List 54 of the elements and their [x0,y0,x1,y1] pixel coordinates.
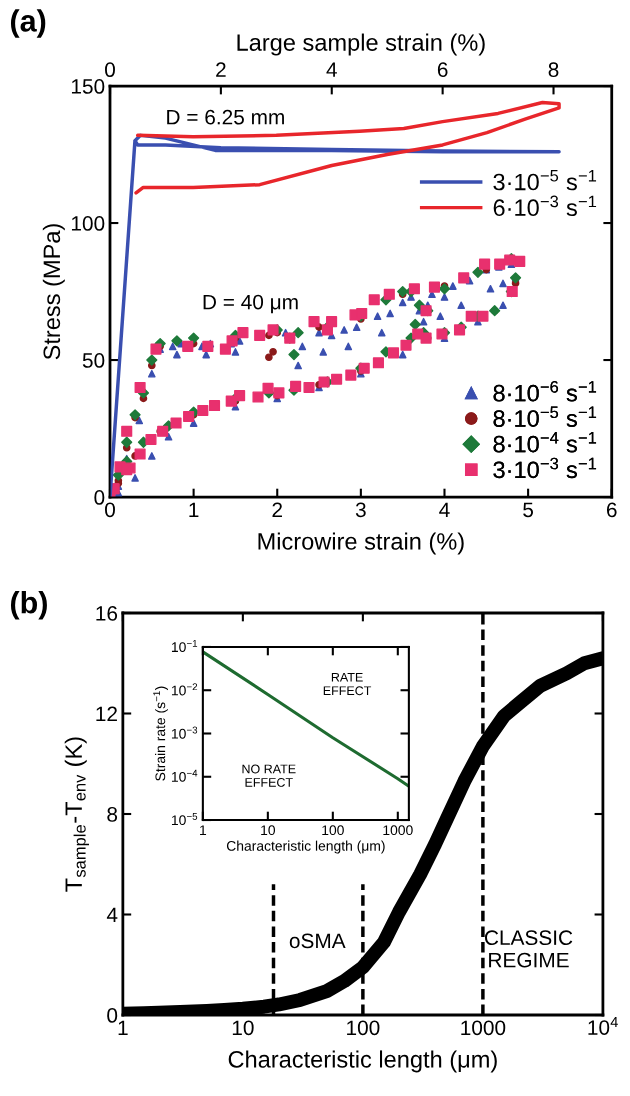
x2-axis-title: Large sample strain (%) [237,33,485,56]
y-tick-label: 10$^{−4}$ [171,769,198,782]
x-tick-label: 4 [439,502,450,517]
x-tick-label: 10$^{4}$ [588,1017,618,1035]
y-tick-label: 10$^{−1}$ [171,640,198,653]
legend-label: 3·10$^{−5}$ s$^{−1}$ [493,170,597,191]
x-tick-label: 6 [607,502,617,518]
x2-tick-label: 4 [326,62,337,77]
annotation: D = 40 μm [203,294,298,314]
y-tick-label: 10$^{−3}$ [171,726,198,739]
chart-title: (b) [10,591,47,620]
x-tick-label: 10 [261,825,276,836]
annotation: oSMA [289,933,346,949]
x-axis-title: Characteristic length (μm) [226,840,385,854]
annotation: RATE EFFECT [323,672,372,696]
y-tick-label: 100 [71,216,105,231]
x2-tick-label: 8 [548,62,559,78]
y-tick-label: 150 [71,79,105,94]
x-tick-label: 1000 [461,1020,506,1036]
x-tick-label: 1000 [383,825,413,836]
y-tick-label: 10$^{−2}$ [171,683,198,696]
x-tick-label: 100 [347,1020,380,1036]
annotation: NO RATE EFFECT [242,764,296,787]
x-tick-label: 1 [189,502,199,517]
annotation: CLASSIC REGIME [484,930,573,968]
legend-label: 6·10$^{−3}$ s$^{−1}$ [493,195,597,217]
y-axis-title: T$_{sample}$-T$_{env}$ (K) [64,737,89,892]
chart-title: (a) [10,9,46,38]
y-axis-title: Strain rate (s$^{−1}$) [153,686,168,781]
x-axis-title: Characteristic length (μm) [228,1050,497,1073]
legend-label: 8·10$^{−4}$ s$^{−1}$ [493,432,597,453]
x2-tick-label: 2 [216,62,226,77]
y-axis-title: Stress (MPa) [42,224,65,360]
y-tick-label: 4 [106,907,118,923]
x2-tick-label: 6 [437,62,448,78]
y-tick-label: 0 [107,1008,118,1023]
y-tick-label: 50 [82,353,105,368]
y-tick-label: 16 [96,605,118,621]
x-tick-label: 1 [200,825,207,835]
legend-label: 8·10$^{−5}$ s$^{−1}$ [493,406,597,427]
x-tick-label: 1 [118,1020,128,1035]
x-tick-label: 5 [523,502,534,518]
legend-label: 3·10$^{−3}$ s$^{−1}$ [493,457,597,479]
x-tick-label: 100 [322,825,344,836]
legend-label: 8·10$^{−6}$ s$^{−1}$ [493,381,597,402]
annotation: D = 6.25 mm [167,109,284,125]
x-tick-label: 3 [355,502,366,518]
y-tick-label: 12 [96,706,117,722]
x-tick-label: 2 [272,502,282,517]
x-axis-title: Microwire strain (%) [258,532,464,555]
y-tick-label: 10$^{−5}$ [171,813,198,826]
x-tick-label: 10 [232,1020,254,1036]
y-tick-label: 0 [94,490,105,505]
y-tick-label: 8 [107,807,118,822]
